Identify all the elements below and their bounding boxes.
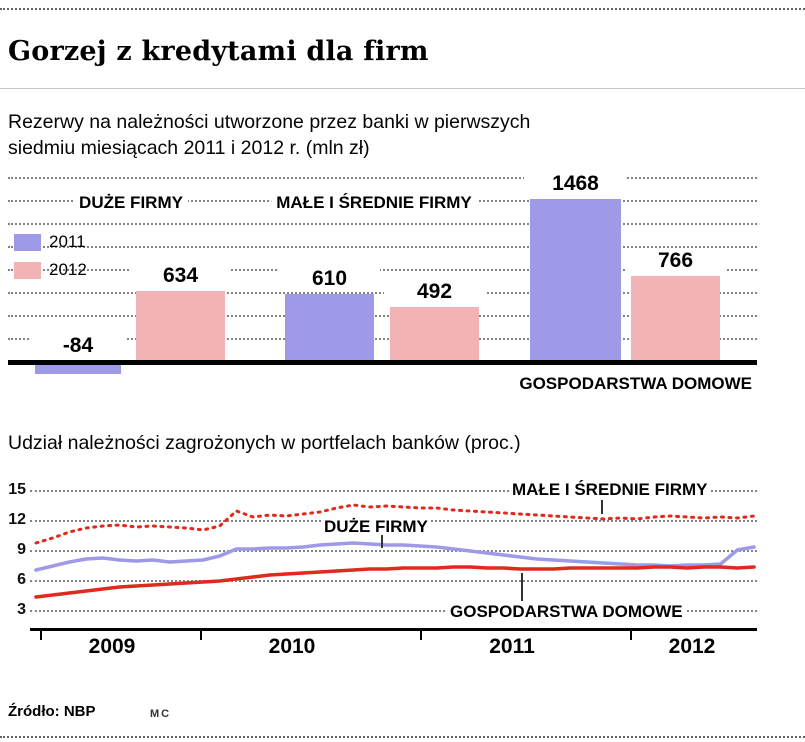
bar-chart: -84 610 1468 634 492 766 DUŻE FIRMY MAŁE I ŚRED…: [0, 168, 805, 408]
x-axis-tickmark: [40, 631, 42, 640]
legend-swatch-2012: [14, 262, 41, 279]
bar-2012-cat2: [390, 307, 479, 361]
line-gridline: [30, 550, 757, 552]
page-title: Gorzej z kredytami dla firm: [8, 36, 429, 67]
bar-value-label: -84: [29, 334, 127, 358]
category-label: DUŻE FIRMY: [74, 193, 188, 213]
bar-value-label: 492: [384, 280, 485, 304]
bar-gridline: [8, 223, 757, 225]
line-gridline: [30, 490, 757, 492]
label-leader-duze-firmy: [381, 535, 383, 548]
y-tick-label: 3: [17, 601, 26, 618]
x-axis-tickmark: [420, 631, 422, 640]
bar-2012-cat3: [631, 276, 720, 361]
credit-logo: MC: [150, 708, 172, 720]
line-gridline: [30, 580, 757, 582]
top-dotted-divider: [0, 8, 805, 10]
bar-gridline: [8, 292, 757, 294]
line-chart-title: Udział należności zagrożonych w portfela…: [8, 432, 521, 454]
series-label-msp: MAŁE I ŚREDNIE FIRMY: [509, 480, 711, 500]
x-tick-label: 2011: [489, 635, 535, 658]
bar-2012-cat1: [136, 291, 225, 361]
line-gridline: [30, 610, 757, 612]
bar-chart-title: Rezerwy na należności utworzone przez ba…: [8, 111, 531, 159]
bottom-dotted-divider: [0, 736, 805, 738]
series-label-gospodarstwa-domowe: GOSPODARSTWA DOMOWE: [447, 602, 686, 622]
y-tick-label: 15: [8, 481, 26, 498]
bar-2011-cat1: [35, 365, 121, 374]
y-tick-label: 12: [8, 511, 26, 528]
bar-value-label: 634: [130, 264, 231, 288]
y-tick-label: 9: [17, 541, 26, 558]
bar-gridline: [8, 269, 757, 271]
x-axis-tickmark: [630, 631, 632, 640]
legend-label-2012: 2012: [49, 260, 87, 279]
line-series-gospodarstwa-domowe: [34, 565, 756, 599]
bar-gridline: [8, 177, 757, 179]
bar-value-label: 766: [625, 249, 726, 273]
bar-2011-cat3: [530, 199, 621, 361]
bar-gridline: [8, 338, 757, 340]
label-leader-msp: [601, 500, 603, 514]
series-label-duze-firmy: DUŻE FIRMY: [321, 517, 431, 537]
bar-2011-cat2: [285, 294, 374, 361]
line-chart: 15 12 9 6 3 2009 2010 2011 2012 MAŁE I ŚREDNIE FI…: [0, 478, 805, 678]
source-label: Źródło: NBP: [8, 703, 96, 720]
y-tick-label: 6: [17, 571, 26, 588]
label-leader-gospodarstwa-domowe: [521, 573, 523, 601]
title-divider: [0, 88, 805, 89]
x-tick-label: 2010: [268, 635, 316, 658]
x-axis: [30, 628, 757, 631]
line-series-duze-firmy: [34, 541, 756, 572]
x-tick-label: 2012: [668, 635, 716, 658]
legend-label-2011: 2011: [49, 232, 86, 251]
category-label: MAŁE I ŚREDNIE FIRMY: [271, 193, 477, 213]
line-chart-canvas: [34, 503, 756, 599]
x-tick-label: 2009: [88, 635, 136, 658]
bar-gridline: [8, 246, 757, 248]
category-label: GOSPODARSTWA DOMOWE: [514, 374, 757, 394]
bar-gridline: [8, 315, 757, 317]
bar-axis-baseline: [8, 360, 757, 365]
bar-value-label: 1468: [524, 172, 627, 196]
bar-value-label: 610: [279, 267, 380, 291]
legend-swatch-2011: [14, 234, 41, 251]
line-series-msp: [34, 503, 756, 545]
x-axis-tickmark: [200, 631, 202, 640]
